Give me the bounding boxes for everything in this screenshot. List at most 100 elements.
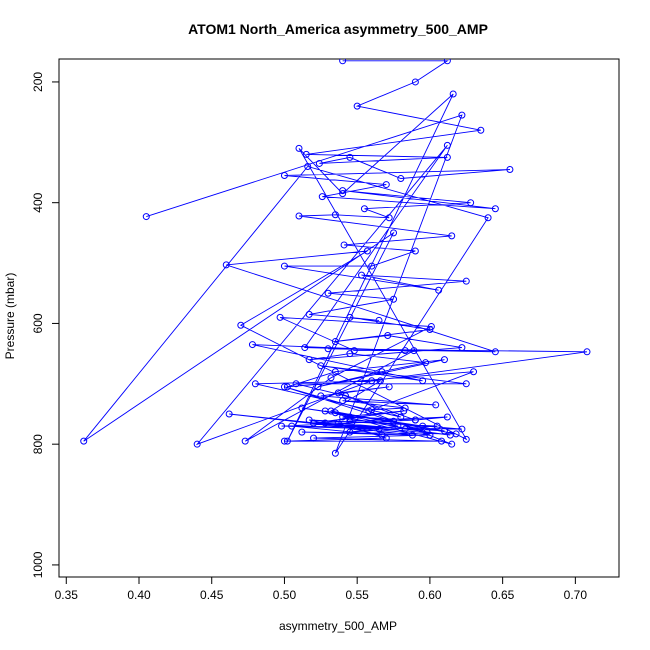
- data-point: [419, 422, 427, 430]
- data-point: [331, 211, 339, 219]
- data-point: [142, 213, 150, 221]
- y-tick-label: 600: [31, 313, 45, 333]
- series-group: [80, 59, 591, 457]
- data-point: [288, 422, 296, 430]
- data-point: [295, 212, 303, 220]
- data-point: [225, 410, 233, 418]
- data-point: [390, 229, 398, 237]
- data-point: [440, 427, 448, 435]
- data-point: [363, 247, 371, 255]
- data-point: [378, 368, 386, 376]
- data-point: [410, 347, 418, 355]
- data-point: [376, 377, 384, 385]
- data-point: [470, 368, 478, 376]
- data-point: [346, 428, 354, 436]
- data-point: [368, 262, 376, 270]
- data-point: [411, 247, 419, 255]
- data-point: [295, 144, 303, 152]
- data-point: [353, 102, 361, 110]
- data-point: [331, 409, 339, 417]
- data-point: [368, 406, 376, 414]
- data-point: [390, 295, 398, 303]
- data-point: [321, 407, 329, 415]
- data-point: [390, 417, 398, 425]
- data-point: [310, 419, 318, 427]
- data-point: [193, 440, 201, 448]
- data-point: [327, 374, 335, 382]
- x-tick-label: 0.50: [273, 588, 297, 602]
- data-point: [397, 175, 405, 183]
- data-point: [241, 437, 249, 445]
- data-point: [339, 187, 347, 195]
- data-point: [448, 232, 456, 240]
- data-point: [443, 141, 451, 149]
- data-point: [458, 344, 466, 352]
- data-point: [435, 286, 443, 294]
- data-point: [462, 277, 470, 285]
- data-point: [334, 389, 342, 397]
- data-point: [440, 356, 448, 364]
- data-point: [583, 348, 591, 356]
- data-point: [310, 434, 318, 442]
- data-point: [331, 449, 339, 457]
- data-point: [397, 413, 405, 421]
- data-point: [401, 347, 409, 355]
- y-axis: 200 400 600 800 1000: [31, 72, 60, 578]
- data-point: [324, 289, 332, 297]
- data-point: [334, 419, 342, 427]
- data-point: [346, 350, 354, 358]
- data-point: [339, 397, 347, 405]
- data-point: [433, 422, 441, 430]
- data-point: [443, 413, 451, 421]
- data-point: [237, 321, 245, 329]
- data-point: [477, 126, 485, 134]
- data-point: [301, 344, 309, 352]
- data-point: [283, 383, 291, 391]
- data-point: [304, 162, 312, 170]
- y-tick-label: 400: [31, 192, 45, 212]
- data-point: [491, 205, 499, 213]
- data-point: [382, 181, 390, 189]
- data-point: [411, 416, 419, 424]
- data-point: [283, 437, 291, 445]
- series-layer: [80, 59, 591, 457]
- chart-title: ATOM1 North_America asymmetry_500_AMP: [188, 21, 488, 37]
- data-point: [443, 59, 451, 65]
- data-point: [426, 325, 434, 333]
- data-point: [305, 356, 313, 364]
- y-tick-label: 200: [31, 72, 45, 92]
- data-point: [331, 368, 339, 376]
- data-point: [394, 422, 402, 430]
- data-point: [317, 392, 325, 400]
- data-point: [324, 345, 332, 353]
- data-point: [419, 377, 427, 385]
- x-tick-label: 0.70: [564, 588, 588, 602]
- y-tick-label: 1000: [31, 551, 45, 578]
- data-point: [280, 262, 288, 270]
- data-point: [321, 419, 329, 427]
- data-point: [331, 338, 339, 346]
- y-axis-label: Pressure (mbar): [3, 273, 17, 360]
- data-point: [276, 313, 284, 321]
- data-point: [385, 383, 393, 391]
- data-point: [491, 348, 499, 356]
- x-tick-label: 0.35: [55, 588, 79, 602]
- data-point: [375, 425, 383, 433]
- data-point: [339, 59, 347, 65]
- data-point: [462, 380, 470, 388]
- data-point: [506, 165, 514, 173]
- data-point: [375, 316, 383, 324]
- data-point: [222, 261, 230, 269]
- data-point: [408, 431, 416, 439]
- data-point: [368, 377, 376, 385]
- data-point: [314, 383, 322, 391]
- data-point: [449, 90, 457, 98]
- x-axis: 0.35 0.40 0.45 0.50 0.55 0.60 0.65 0.70: [55, 576, 588, 602]
- x-tick-label: 0.45: [200, 588, 224, 602]
- data-point: [280, 383, 288, 391]
- data-point: [280, 437, 288, 445]
- data-point: [438, 437, 446, 445]
- data-point: [339, 413, 347, 421]
- data-point: [432, 401, 440, 409]
- data-point: [340, 241, 348, 249]
